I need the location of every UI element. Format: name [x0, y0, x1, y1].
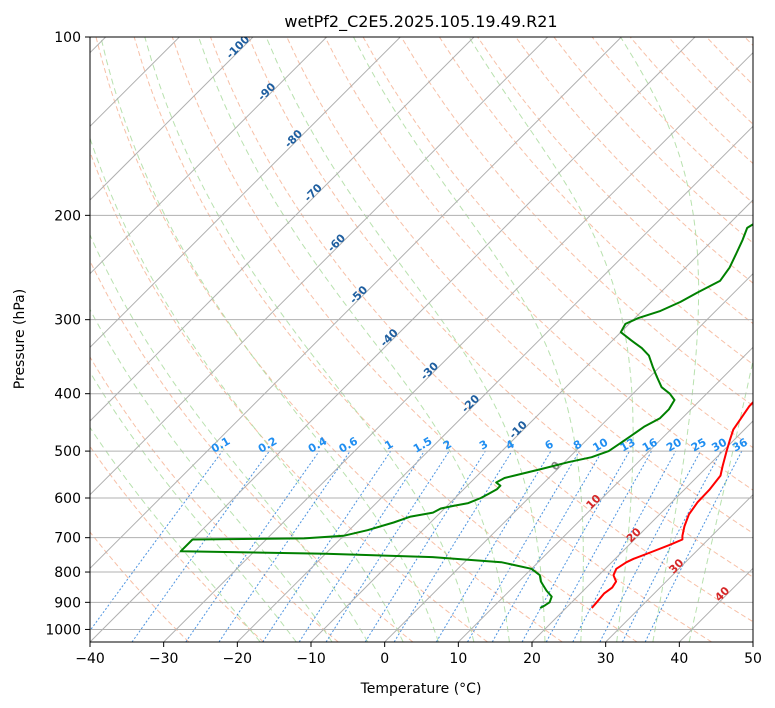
y-tick-label: 700 — [54, 531, 81, 547]
dry-adiabat — [248, 37, 753, 578]
temperature-profile — [591, 400, 753, 609]
isotherm — [163, 51, 753, 642]
dry-adiabat — [210, 37, 753, 623]
x-tick-label: 20 — [523, 651, 541, 667]
isotherm — [457, 346, 753, 642]
dry-adiabat — [400, 37, 753, 407]
dry-adiabat — [515, 37, 753, 284]
isotherm — [90, 37, 549, 496]
x-axis-label: Temperature (°C) — [360, 681, 482, 697]
dry-adiabat — [171, 37, 712, 642]
moist-adiabat — [688, 358, 753, 642]
x-tick-label: −40 — [75, 651, 105, 667]
y-tick-label: 600 — [54, 491, 81, 507]
moist-adiabat — [90, 136, 404, 642]
profile-series — [179, 223, 753, 609]
isotherm — [236, 125, 753, 642]
x-tick-label: 40 — [670, 651, 688, 667]
moist-adiabat — [90, 308, 333, 642]
x-axis: −40 −30 −20 −10 0 10 20 30 40 50 — [75, 642, 762, 667]
y-axis: 100 200 300 400 500 600 700 800 900 1000 — [45, 30, 90, 638]
y-tick-label: 900 — [54, 595, 81, 611]
y-tick-label: 500 — [54, 444, 81, 460]
isotherm — [605, 493, 753, 642]
dry-adiabat — [324, 37, 753, 491]
x-tick-label: −30 — [149, 651, 179, 667]
y-tick-label: 100 — [54, 30, 81, 46]
x-tick-label: 10 — [449, 651, 467, 667]
y-tick-label: 200 — [54, 208, 81, 224]
dry-adiabat — [90, 150, 488, 642]
moist-adiabat — [100, 37, 439, 642]
moist-adiabat — [90, 426, 261, 642]
x-tick-label: −20 — [223, 651, 253, 667]
plot-frame — [89, 36, 754, 643]
y-tick-label: 800 — [54, 565, 81, 581]
x-tick-label: −10 — [296, 651, 326, 667]
isotherm — [90, 37, 475, 422]
moist-adiabat — [144, 37, 475, 642]
y-tick-label: 1000 — [45, 622, 81, 638]
isotherm — [90, 37, 622, 570]
moist-adiabat — [265, 37, 546, 642]
y-axis-label: Pressure (hPa) — [12, 289, 28, 389]
dry-adiabat — [90, 531, 190, 642]
isotherm — [90, 37, 401, 349]
x-tick-label: 30 — [597, 651, 615, 667]
x-tick-label: 0 — [380, 651, 389, 667]
dry-adiabat — [95, 37, 563, 642]
y-tick-label: 400 — [54, 387, 81, 403]
dry-adiabat — [438, 37, 753, 366]
dry-adiabat — [133, 37, 638, 642]
moist-adiabat — [353, 37, 584, 642]
plot-area — [90, 37, 753, 642]
isotherm — [90, 37, 328, 275]
isotherm — [384, 272, 753, 642]
x-tick-label: 50 — [744, 651, 762, 667]
moist-adiabat — [90, 371, 297, 642]
dry-adiabat — [90, 445, 264, 642]
isotherm — [90, 37, 254, 201]
isotherm — [531, 420, 753, 642]
moist-adiabat — [90, 233, 369, 642]
moist-adiabat — [198, 37, 510, 642]
moist-adiabat — [620, 37, 700, 642]
isotherm — [310, 199, 753, 642]
y-tick-label: 300 — [54, 313, 81, 329]
dewpoint-profile — [179, 223, 753, 609]
dry-adiabat — [90, 356, 339, 642]
gridlines — [90, 37, 753, 642]
chart-title: wetPf2_C2E5.2025.105.19.49.R21 — [284, 12, 557, 32]
